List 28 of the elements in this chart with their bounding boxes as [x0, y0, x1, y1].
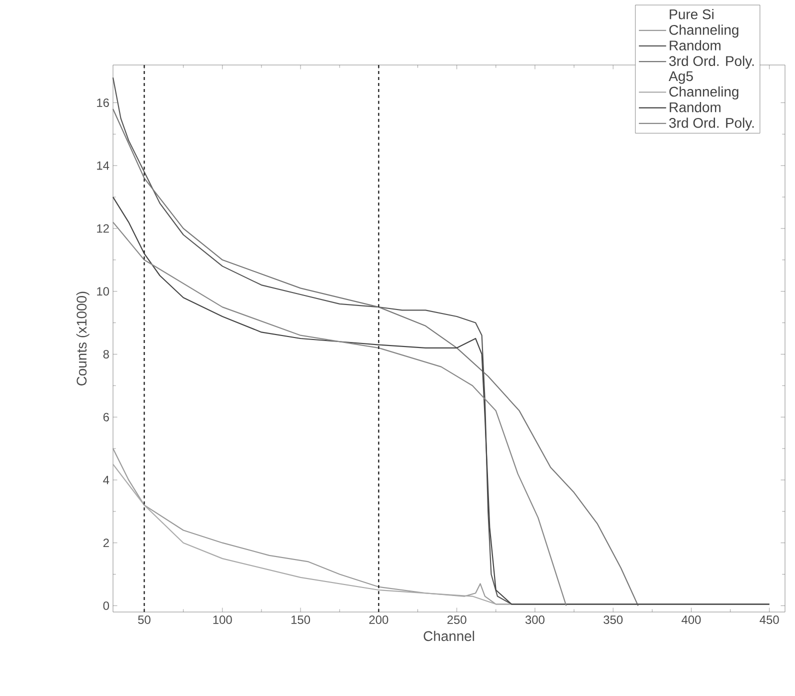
text: Pure Si [670, 9, 714, 20]
y-tick-label: 12 [97, 224, 109, 233]
y-tick-label: 0 [103, 601, 110, 610]
legend-label: 3rd Ord. Poly. [669, 56, 754, 69]
legend-label: Channeling [669, 24, 738, 38]
y-tick-label: 4 [103, 476, 110, 484]
x-tick-label: 400 [682, 616, 701, 624]
y-tick-label: 6 [103, 412, 109, 422]
legend-label: Channeling [669, 86, 738, 100]
y-tick-label: 2 [103, 538, 109, 548]
legend-label: 3rd Ord. Poly. [669, 118, 754, 131]
legend-label: Random [670, 102, 720, 112]
y-tick-label: 8 [103, 350, 109, 358]
y-axis-title: Counts (x1000) [76, 292, 90, 386]
y-tick-label: 10 [97, 287, 110, 296]
x-tick-label: 100 [213, 616, 232, 624]
y-tick-label: 16 [97, 98, 109, 107]
x-tick-label: 150 [291, 616, 310, 624]
x-tick-label: 250 [447, 616, 466, 624]
annotation: Ag5 [668, 71, 693, 84]
legend-label: Random [670, 40, 720, 50]
x-tick-label: 200 [369, 616, 388, 624]
y-tick-label: 14 [97, 161, 110, 170]
x-tick-label: 350 [604, 616, 623, 624]
x-tick-label: 50 [138, 616, 150, 624]
x-tick-label: 450 [760, 616, 779, 624]
x-tick-label: 300 [525, 616, 544, 624]
x-axis-title: Channel [424, 630, 474, 642]
